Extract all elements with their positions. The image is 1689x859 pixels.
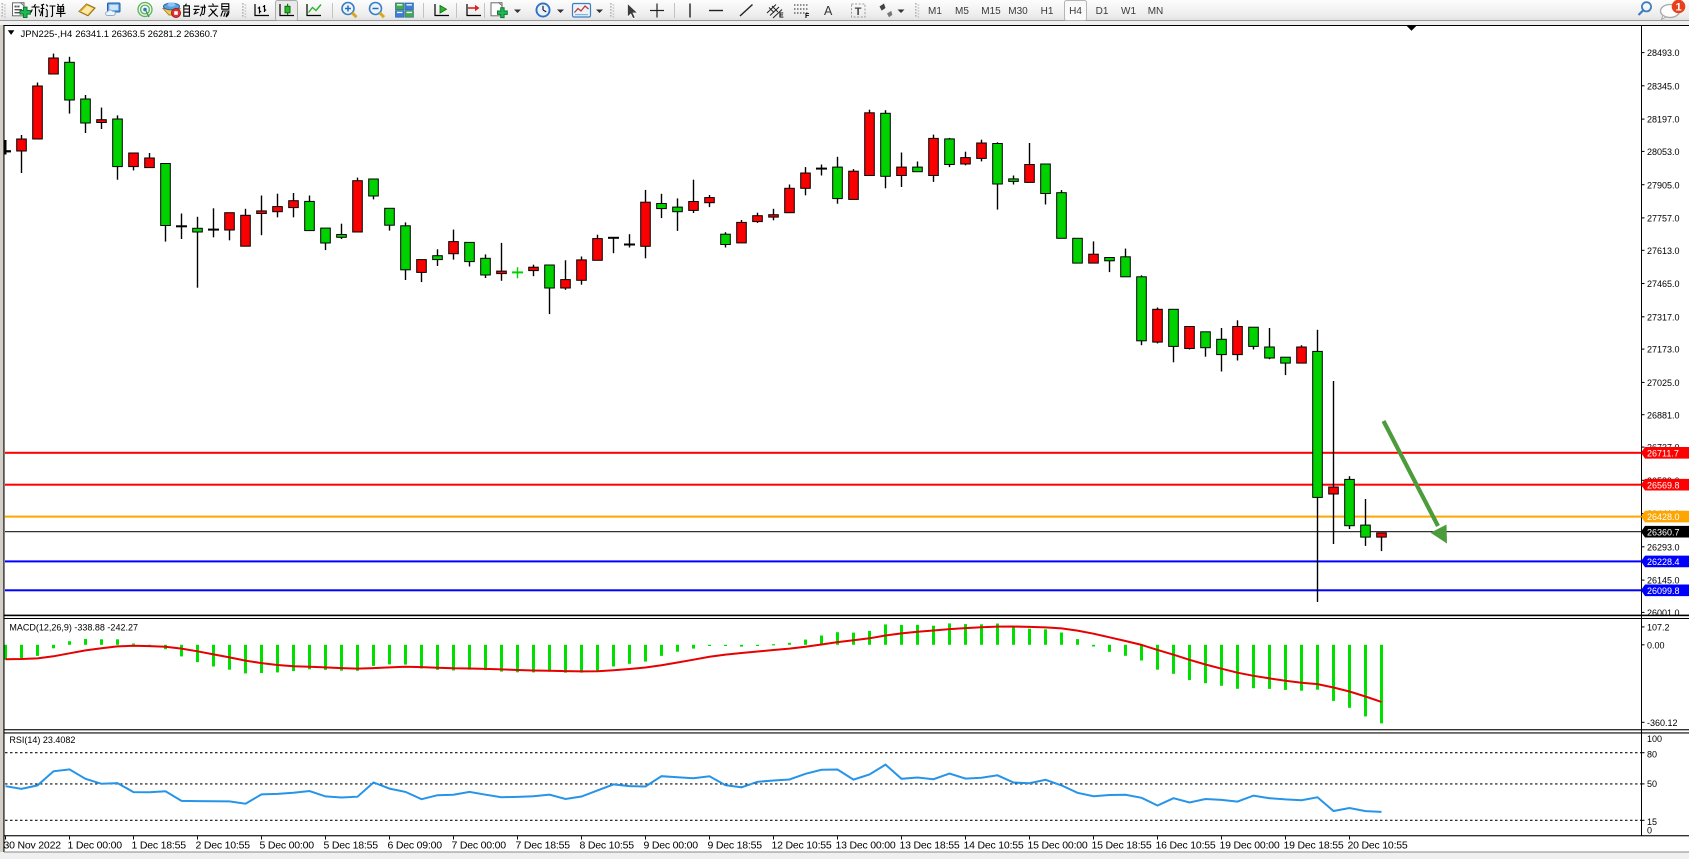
svg-text:107.2: 107.2 bbox=[1647, 623, 1670, 633]
svg-text:W1: W1 bbox=[1121, 6, 1136, 17]
svg-text:-360.12: -360.12 bbox=[1647, 718, 1678, 728]
svg-text:28197.0: 28197.0 bbox=[1647, 115, 1680, 125]
svg-text:D1: D1 bbox=[1096, 6, 1109, 17]
svg-text:27757.0: 27757.0 bbox=[1647, 214, 1680, 224]
svg-text:8 Dec 10:55: 8 Dec 10:55 bbox=[580, 840, 635, 852]
svg-text:26360.7: 26360.7 bbox=[1647, 527, 1680, 537]
svg-text:6 Dec 09:00: 6 Dec 09:00 bbox=[388, 840, 443, 852]
svg-text:1: 1 bbox=[1675, 2, 1681, 14]
svg-text:26881.0: 26881.0 bbox=[1647, 410, 1680, 420]
svg-text:27905.0: 27905.0 bbox=[1647, 180, 1680, 190]
svg-text:100: 100 bbox=[1647, 734, 1662, 744]
svg-text:5 Dec 18:55: 5 Dec 18:55 bbox=[324, 840, 379, 852]
svg-text:80: 80 bbox=[1647, 750, 1657, 760]
svg-text:26228.4: 26228.4 bbox=[1647, 557, 1680, 567]
svg-text:MACD(12,26,9) -338.88 -242.27: MACD(12,26,9) -338.88 -242.27 bbox=[9, 622, 138, 632]
svg-text:7 Dec 18:55: 7 Dec 18:55 bbox=[516, 840, 571, 852]
svg-text:30 Nov 2022: 30 Nov 2022 bbox=[4, 840, 62, 852]
svg-text:27465.0: 27465.0 bbox=[1647, 279, 1680, 289]
svg-text:T: T bbox=[855, 6, 862, 18]
svg-text:15 Dec 00:00: 15 Dec 00:00 bbox=[1028, 840, 1088, 852]
svg-text:27025.0: 27025.0 bbox=[1647, 378, 1680, 388]
svg-text:0.00: 0.00 bbox=[1647, 640, 1665, 650]
svg-text:27613.0: 27613.0 bbox=[1647, 246, 1680, 256]
svg-text:12 Dec 10:55: 12 Dec 10:55 bbox=[772, 840, 832, 852]
svg-text:5 Dec 00:00: 5 Dec 00:00 bbox=[260, 840, 315, 852]
svg-text:28493.0: 28493.0 bbox=[1647, 48, 1680, 58]
svg-text:M30: M30 bbox=[1008, 6, 1028, 17]
svg-text:M1: M1 bbox=[928, 6, 942, 17]
svg-text:H4: H4 bbox=[1069, 6, 1082, 17]
svg-text:13 Dec 18:55: 13 Dec 18:55 bbox=[900, 840, 960, 852]
svg-text:2 Dec 10:55: 2 Dec 10:55 bbox=[196, 840, 251, 852]
svg-text:19 Dec 18:55: 19 Dec 18:55 bbox=[1284, 840, 1344, 852]
svg-text:19 Dec 00:00: 19 Dec 00:00 bbox=[1220, 840, 1280, 852]
svg-text:1 Dec 00:00: 1 Dec 00:00 bbox=[68, 840, 123, 852]
svg-text:28053.0: 28053.0 bbox=[1647, 147, 1680, 157]
svg-text:1 Dec 18:55: 1 Dec 18:55 bbox=[132, 840, 187, 852]
svg-text:0: 0 bbox=[1647, 825, 1652, 835]
svg-text:A: A bbox=[824, 4, 833, 18]
svg-text:M5: M5 bbox=[955, 6, 969, 17]
svg-text:16 Dec 10:55: 16 Dec 10:55 bbox=[1156, 840, 1216, 852]
svg-text:13 Dec 00:00: 13 Dec 00:00 bbox=[836, 840, 896, 852]
svg-text:26569.8: 26569.8 bbox=[1647, 480, 1680, 490]
svg-text:14 Dec 10:55: 14 Dec 10:55 bbox=[964, 840, 1024, 852]
svg-text:50: 50 bbox=[1647, 779, 1657, 789]
svg-text:F: F bbox=[805, 13, 810, 20]
svg-text:9 Dec 00:00: 9 Dec 00:00 bbox=[644, 840, 699, 852]
svg-text:H1: H1 bbox=[1041, 6, 1054, 17]
svg-text:9 Dec 18:55: 9 Dec 18:55 bbox=[708, 840, 763, 852]
svg-text:26428.0: 26428.0 bbox=[1647, 512, 1680, 522]
svg-text:15: 15 bbox=[1647, 817, 1657, 827]
svg-text:26293.0: 26293.0 bbox=[1647, 542, 1680, 552]
svg-text:20 Dec 10:55: 20 Dec 10:55 bbox=[1348, 840, 1408, 852]
svg-text:MN: MN bbox=[1148, 6, 1164, 17]
svg-text:15 Dec 18:55: 15 Dec 18:55 bbox=[1092, 840, 1152, 852]
svg-text:7 Dec 00:00: 7 Dec 00:00 bbox=[452, 840, 507, 852]
svg-text:27173.0: 27173.0 bbox=[1647, 345, 1680, 355]
svg-text:E: E bbox=[779, 13, 784, 20]
svg-text:26711.7: 26711.7 bbox=[1647, 448, 1679, 458]
svg-text:28345.0: 28345.0 bbox=[1647, 81, 1680, 91]
svg-text:26145.0: 26145.0 bbox=[1647, 576, 1680, 586]
svg-text:JPN225-,H4: JPN225-,H4 bbox=[21, 29, 73, 40]
svg-text:RSI(14) 23.4082: RSI(14) 23.4082 bbox=[9, 735, 75, 745]
svg-text:M15: M15 bbox=[981, 6, 1001, 17]
svg-text:26001.0: 26001.0 bbox=[1647, 608, 1680, 618]
svg-text:26341.1 26363.5 26281.2 26360.: 26341.1 26363.5 26281.2 26360.7 bbox=[75, 29, 217, 40]
svg-text:27317.0: 27317.0 bbox=[1647, 312, 1680, 322]
svg-text:26099.8: 26099.8 bbox=[1647, 586, 1680, 596]
